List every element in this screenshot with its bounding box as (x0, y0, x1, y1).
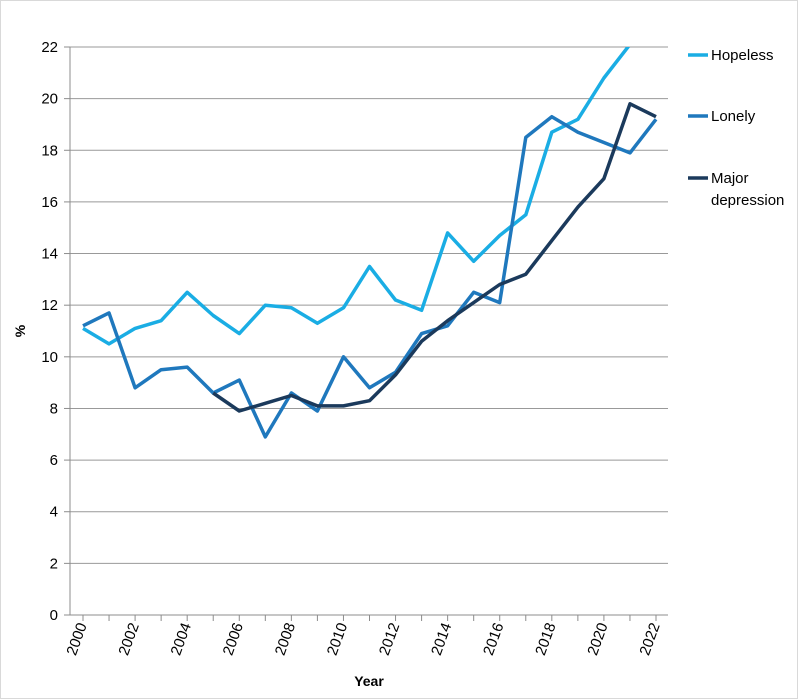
y-tick-label: 20 (41, 91, 58, 108)
legend-label-hopeless: Hopeless (711, 47, 774, 64)
y-tick-labels: 0 2 4 6 8 10 12 14 16 18 20 22 (41, 39, 58, 624)
series-line-hopeless (82, 47, 631, 346)
y-tick-label: 0 (50, 607, 58, 624)
x-tick-label: 2018 (532, 621, 559, 658)
x-tick-label: 2012 (376, 621, 403, 658)
y-tick-label: 18 (41, 142, 58, 159)
legend-label-major-depression: Major depression (711, 170, 784, 209)
y-tick-label: 16 (41, 194, 58, 211)
x-tick-label: 2006 (220, 621, 247, 658)
y-tick-label: 4 (50, 504, 58, 521)
x-tick-label: 2000 (63, 621, 90, 658)
y-tick-label: 8 (50, 400, 58, 417)
x-tick-label: 2020 (584, 621, 611, 658)
x-tick-label: 2016 (480, 621, 507, 658)
y-tick-label: 14 (41, 246, 58, 263)
x-tick-label: 2004 (168, 621, 195, 658)
y-tick-label: 10 (41, 349, 58, 366)
y-tick-label: 22 (41, 39, 58, 56)
x-tick-label: 2014 (428, 621, 455, 658)
series-lines (82, 47, 658, 439)
gridlines (64, 46, 668, 621)
y-axis-title: % (12, 324, 28, 337)
series-line-major-depression (212, 102, 657, 413)
y-tick-label: 2 (50, 555, 58, 572)
x-tick-label: 2022 (636, 621, 663, 658)
y-tick-label: 12 (41, 297, 58, 314)
x-axis-title: Year (354, 673, 384, 689)
x-tick-labels: 2000 2002 2004 2006 2008 2010 2012 2014 2016 2018… (63, 621, 663, 658)
x-tick-label: 2008 (272, 621, 299, 658)
y-tick-label: 6 (50, 452, 58, 469)
series-line-lonely (82, 114, 658, 439)
x-tick-label: 2010 (324, 621, 351, 658)
legend: Hopeless Lonely Major depression (688, 47, 784, 209)
legend-label-major-depression-line2: depression (711, 192, 784, 209)
legend-label-major-depression-line1: Major (711, 170, 749, 187)
legend-label-lonely: Lonely (711, 108, 756, 125)
x-tick-label: 2002 (115, 621, 142, 658)
